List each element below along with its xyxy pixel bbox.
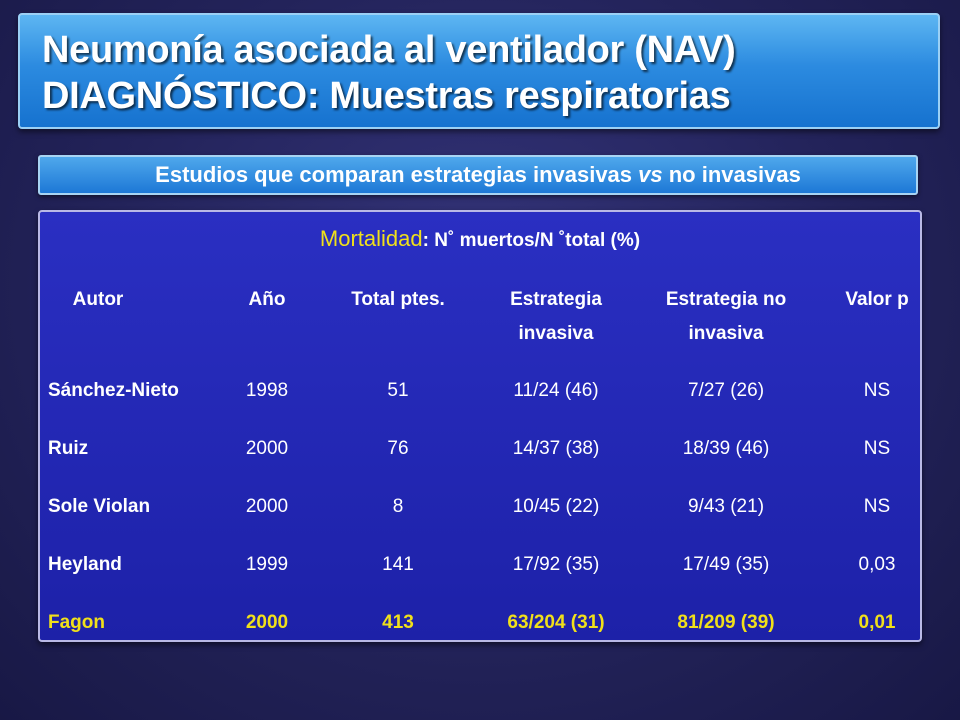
row-author: Fagon [48,612,105,633]
slide-title-banner: Neumonía asociada al ventilador (NAV) DI… [18,13,940,129]
row-noninvasive: 18/39 (46) [682,438,770,459]
row-year: 1998 [245,380,289,401]
row-total: 8 [392,496,404,517]
row-total: 51 [387,380,409,401]
row-invasive: 11/24 (46) [513,380,599,401]
row-author: Sole Violan [48,496,151,517]
row-noninvasive: 7/27 (26) [687,380,765,401]
mortality-caption: Mortalidad: N˚ muertos/N ˚total (%) [40,226,920,252]
slide-title-line-1: Neumonía asociada al ventilador (NAV) [42,29,736,71]
row-noninvasive: 9/43 (21) [687,496,765,517]
row-total: 141 [382,554,414,575]
header-anio: Año [248,289,286,310]
row-p-value: NS [863,496,891,517]
header-noninvasive-line-2: invasiva [688,323,764,344]
header-autor: Autor [72,289,124,310]
row-total: 76 [387,438,409,459]
row-year: 2000 [245,438,289,459]
row-year: 2000 [245,612,289,633]
row-p-value: NS [863,380,891,401]
subtitle-text-before: Estudios que comparan estrategias invasi… [155,162,639,187]
row-invasive: 14/37 (38) [512,438,600,459]
row-invasive: 17/92 (35) [512,554,600,575]
row-invasive: 10/45 (22) [512,496,600,517]
header-total: Total ptes. [351,289,445,310]
subtitle-text-vs: vs [638,162,663,187]
header-noninvasive-line-1: Estrategia no [665,289,787,310]
subtitle-banner: Estudios que comparan estrategias invasi… [38,155,918,195]
slide-title-line-2: DIAGNÓSTICO: Muestras respiratorias [42,75,731,117]
row-invasive: 63/204 (31) [507,612,605,633]
header-p-value: Valor p [845,289,909,310]
row-year: 2000 [245,496,289,517]
row-author: Ruiz [48,438,89,459]
row-p-value: 0,01 [858,612,896,633]
row-noninvasive: 17/49 (35) [682,554,770,575]
mortality-label: Mortalidad [319,226,423,251]
row-p-value: 0,03 [858,554,896,575]
row-author: Sánchez-Nieto [48,380,179,401]
row-noninvasive: 81/209 (39) [677,612,775,633]
row-author: Heyland [48,554,122,575]
mortality-table: Mortalidad: N˚ muertos/N ˚total (%) Auto… [38,210,922,642]
row-year: 1999 [245,554,289,575]
header-invasive-line-1: Estrategia [510,289,602,310]
subtitle-text-after: no invasivas [662,162,801,187]
header-invasive-line-2: invasiva [518,323,594,344]
row-total: 413 [382,612,414,633]
row-p-value: NS [863,438,891,459]
mortality-detail: : N˚ muertos/N ˚total (%) [422,230,641,251]
